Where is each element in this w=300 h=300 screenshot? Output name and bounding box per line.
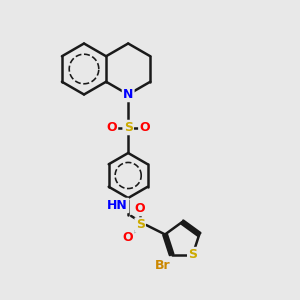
Text: Br: Br <box>155 259 170 272</box>
Text: HN: HN <box>107 199 128 212</box>
Text: O: O <box>106 121 117 134</box>
Text: O: O <box>135 202 146 215</box>
Text: S: S <box>136 218 145 232</box>
Text: O: O <box>123 231 134 244</box>
Text: N: N <box>123 88 134 101</box>
Text: S: S <box>124 121 133 134</box>
Text: O: O <box>140 121 150 134</box>
Text: S: S <box>188 248 197 261</box>
